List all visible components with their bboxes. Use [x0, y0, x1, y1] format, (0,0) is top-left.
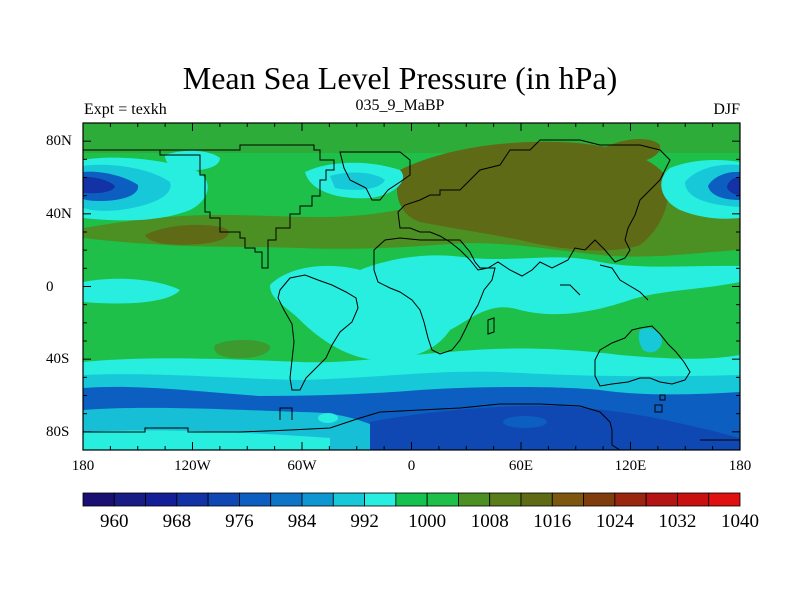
experiment-label: Expt = texkh — [84, 101, 167, 118]
colorbar-label: 1032 — [658, 511, 697, 532]
lon-label: 120W — [174, 458, 211, 474]
colorbar-label: 1000 — [408, 511, 447, 532]
colorbar-label: 1016 — [533, 511, 572, 532]
lon-label: 60W — [287, 458, 317, 474]
field-asian-high — [396, 141, 669, 251]
colorbar-swatch — [551, 492, 584, 507]
colorbar-swatch — [113, 492, 146, 507]
colorbar-label: 992 — [350, 511, 379, 532]
pressure-field — [83, 123, 740, 450]
colorbar-label: 1024 — [595, 511, 634, 532]
lat-label: 40N — [46, 205, 72, 222]
colorbar-label: 984 — [287, 511, 317, 532]
period-label: 035_9_MaBP — [355, 97, 445, 114]
colorbar-swatch — [207, 492, 240, 507]
colorbar-label: 976 — [225, 511, 254, 532]
colorbar-swatch — [583, 492, 616, 507]
colorbar-swatch — [364, 492, 397, 507]
field-southern-ocean-spot — [318, 413, 338, 423]
outline-new-zealand — [654, 394, 666, 413]
lon-label: 180 — [71, 458, 95, 474]
field-australia-low — [638, 328, 662, 353]
field-south-atlantic-high — [214, 339, 271, 359]
map-title: Mean Sea Level Pressure (in hPa) — [182, 60, 618, 96]
colorbar-swatch — [677, 492, 710, 507]
outline-antarctica — [83, 403, 740, 450]
axis-ticks — [82, 122, 741, 451]
colorbar-label: 960 — [100, 511, 129, 532]
lat-label: 80N — [46, 133, 72, 150]
colorbar-swatch — [645, 492, 678, 507]
lon-label: 60E — [508, 458, 534, 474]
lat-label: 80S — [46, 423, 70, 440]
colorbar-swatch — [614, 492, 647, 507]
outline-madagascar — [487, 317, 495, 335]
lon-label: 0 — [407, 458, 416, 474]
field-icelandic-low-core — [330, 172, 385, 190]
field-east-pacific — [83, 278, 180, 304]
colorbar-label: 1008 — [470, 511, 509, 532]
colorbar-swatch — [239, 492, 272, 507]
colorbar-swatch — [82, 492, 115, 507]
outline-greenland — [339, 151, 411, 201]
continent-outlines — [83, 139, 740, 450]
lon-label: 180 — [728, 458, 752, 474]
colorbar-swatch — [270, 492, 303, 507]
outline-indonesia — [560, 264, 649, 301]
field-south-pacific-spot — [503, 416, 547, 428]
field-aleutian-low-east-core — [708, 171, 740, 200]
colorbar-swatch — [395, 492, 428, 507]
lat-label: 40S — [46, 351, 70, 368]
colorbar — [82, 492, 741, 507]
colorbar-swatch — [520, 492, 553, 507]
colorbar-swatch — [489, 492, 522, 507]
outline-africa — [373, 237, 496, 355]
outline-antarctic-peninsula — [279, 407, 293, 420]
colorbar-label: 968 — [162, 511, 192, 532]
field-aleutian-low-east-center — [727, 177, 740, 195]
outline-south-america — [277, 274, 359, 391]
outline-eurasia — [397, 139, 671, 277]
outline-north-america — [83, 144, 335, 269]
field-north-atlantic-high — [145, 224, 229, 245]
field-aleutian-low-west-center — [83, 176, 115, 194]
colorbar-swatch — [301, 492, 334, 507]
colorbar-swatch — [332, 492, 365, 507]
colorbar-label: 1040 — [721, 511, 759, 532]
colorbar-swatch — [176, 492, 209, 507]
colorbar-swatch — [145, 492, 178, 507]
field-circumpolar-low — [370, 405, 740, 450]
lat-label: 0 — [46, 278, 54, 295]
outline-australia — [594, 325, 691, 387]
field-north-pacific-low — [165, 150, 220, 171]
field-antarctic-cyan — [83, 430, 330, 450]
season-label: DJF — [713, 101, 740, 118]
colorbar-swatch — [708, 492, 741, 507]
colorbar-swatch — [458, 492, 491, 507]
colorbar-swatch — [426, 492, 459, 507]
lon-label: 120E — [614, 458, 647, 474]
